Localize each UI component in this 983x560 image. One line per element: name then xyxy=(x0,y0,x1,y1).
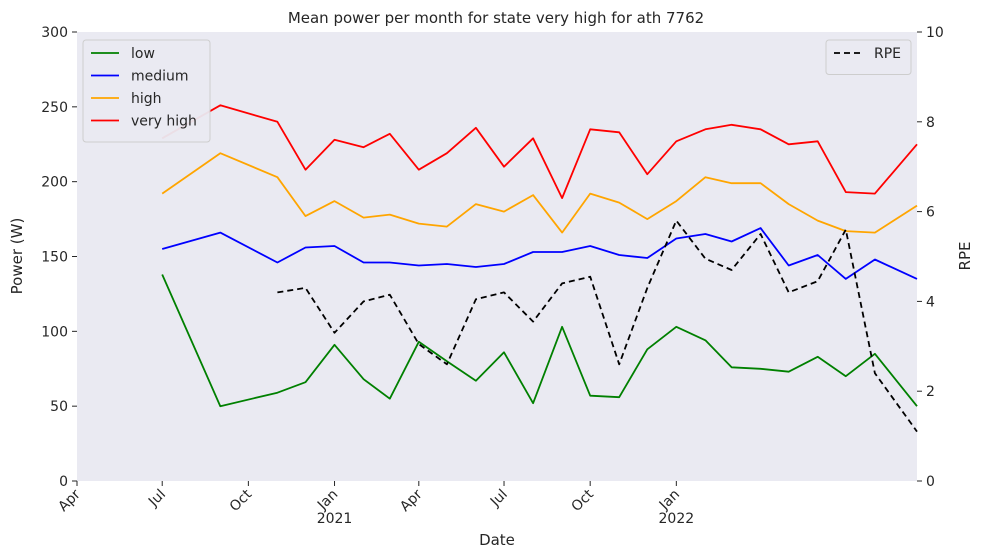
y-axis-label: Power (W) xyxy=(8,218,26,295)
y-tick-label: 150 xyxy=(41,250,68,266)
y2-tick-label: 0 xyxy=(926,474,935,490)
legend-box xyxy=(82,39,211,143)
y2-tick-label: 8 xyxy=(926,115,935,131)
legend-label: high xyxy=(131,91,162,107)
legend2-label: RPE xyxy=(874,46,901,62)
y-tick-label: 50 xyxy=(50,399,68,415)
series-line-very-high xyxy=(161,104,918,200)
x-axis-label: Date xyxy=(479,531,515,549)
y2-tick-label: 6 xyxy=(926,205,935,221)
chart-title: Mean power per month for state very high… xyxy=(288,9,704,27)
y-tick-label: 100 xyxy=(41,324,68,340)
x-tick-label: Jul xyxy=(487,487,511,511)
y-tick-label: 0 xyxy=(59,474,68,490)
legend2-box xyxy=(825,39,912,75)
x-tick-label: Jan xyxy=(656,487,683,514)
x-tick-label: Oct xyxy=(227,486,256,515)
legend-label: low xyxy=(131,46,155,62)
series-line-medium xyxy=(161,227,918,280)
y-tick-label: 200 xyxy=(41,175,68,191)
x-tick-year-label: 2021 xyxy=(317,511,353,527)
series-line-rpe xyxy=(277,219,918,433)
y2-tick-label: 10 xyxy=(926,25,944,41)
x-tick-label: Apr xyxy=(55,486,84,515)
x-tick-label: Oct xyxy=(569,486,598,515)
legend-label: very high xyxy=(131,114,197,130)
y2-tick-label: 2 xyxy=(926,384,935,400)
x-tick-year-label: 2022 xyxy=(659,511,695,527)
y-tick-label: 300 xyxy=(41,25,68,41)
y2-axis-label: RPE xyxy=(956,242,974,271)
series-line-low xyxy=(161,274,918,408)
x-tick-label: Jan xyxy=(314,487,341,514)
legend-label: medium xyxy=(131,69,189,85)
x-tick-label: Apr xyxy=(397,486,426,515)
x-tick-label: Jul xyxy=(145,487,169,511)
y2-tick-label: 4 xyxy=(926,294,935,310)
y-tick-label: 250 xyxy=(41,100,68,116)
series-line-high xyxy=(161,152,918,234)
